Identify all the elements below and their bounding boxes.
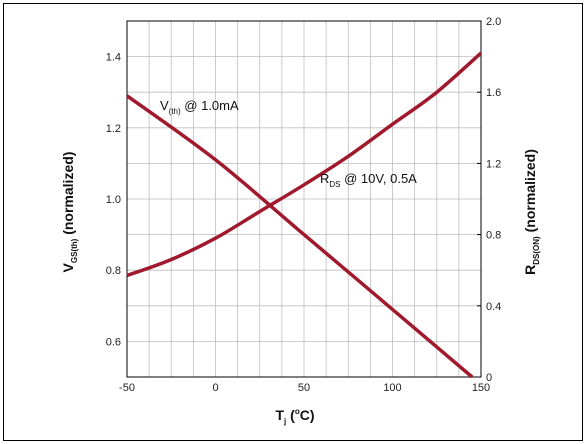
y-right-tick-label: 2.0 (486, 16, 501, 28)
annotation-vth: V(th) @ 1.0mA (160, 98, 239, 116)
y-left-tick-label: 1.2 (106, 123, 121, 135)
y-left-tick-label: 1.0 (106, 194, 121, 206)
x-tick-label: -50 (119, 382, 135, 394)
y-right-tick-label: 0.4 (486, 301, 501, 313)
x-tick-label: 50 (298, 382, 310, 394)
x-tick-label: 0 (212, 382, 218, 394)
annotation-rds: RDS @ 10V, 0.5A (320, 171, 417, 189)
y-right-tick-label: 0.8 (486, 230, 501, 242)
y-left-tick-label: 1.4 (106, 52, 121, 64)
y-right-tick-label: 1.2 (486, 158, 501, 170)
y-right-tick-label: 0 (486, 372, 492, 384)
series-lines (125, 51, 483, 379)
series-line-rds (126, 51, 483, 278)
y-left-tick-label: 0.6 (106, 336, 121, 348)
series-line-vth (125, 94, 474, 379)
tick-labels: -50 0 50 100 150 0.6 0.8 1.0 1.2 1.4 0 0.4 0.8 1.2 1.6… (106, 16, 502, 394)
y-axis-right-title: RDS(ON) (normalized) (522, 149, 541, 275)
y-left-tick-label: 0.8 (106, 265, 121, 277)
y-right-tick-label: 1.6 (486, 87, 501, 99)
x-tick-label: 100 (383, 382, 401, 394)
x-tick-label: 150 (472, 382, 490, 394)
figure-border (3, 3, 583, 441)
x-axis-title: Tj (oC) (275, 407, 314, 426)
grid (127, 21, 481, 377)
plot-area (126, 20, 482, 378)
y-axis-left-title: VGS(th) (normalized) (60, 152, 79, 273)
